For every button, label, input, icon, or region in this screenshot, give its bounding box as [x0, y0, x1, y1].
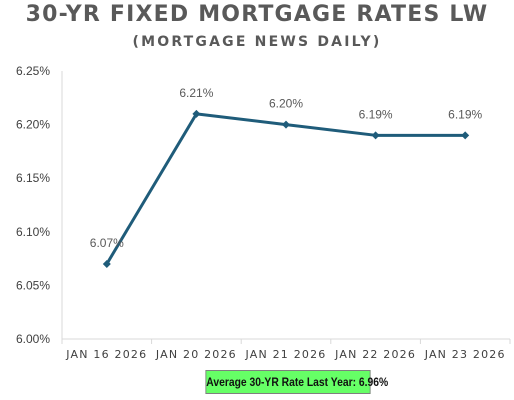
chart-title: 30-YR FIXED MORTGAGE RATES LW	[25, 2, 489, 27]
x-tick-label: JAN 20 2026	[155, 348, 237, 361]
y-tick-label: 6.20%	[16, 118, 50, 132]
data-label: 6.19%	[448, 107, 482, 121]
x-tick-label: JAN 23 2026	[424, 348, 506, 361]
data-point	[192, 109, 201, 118]
x-tick-label: JAN 22 2026	[334, 348, 416, 361]
chart-subtitle: (MORTGAGE NEWS DAILY)	[132, 34, 382, 50]
data-label: 6.07%	[90, 236, 124, 250]
average-rate-badge: Average 30-YR Rate Last Year: 6.96%	[205, 370, 388, 394]
x-tick-label: JAN 21 2026	[245, 348, 327, 361]
data-point	[282, 120, 290, 129]
y-tick-label: 6.00%	[16, 332, 50, 346]
y-tick-label: 6.10%	[16, 225, 50, 239]
series-line	[105, 112, 467, 266]
data-label: 6.20%	[269, 97, 303, 111]
data-point	[461, 131, 470, 140]
y-tick-label: 6.05%	[16, 278, 50, 292]
y-tick-label: 6.25%	[16, 64, 50, 78]
data-label: 6.19%	[359, 107, 393, 121]
data-label: 6.21%	[179, 86, 213, 100]
data-point	[102, 259, 111, 268]
x-tick-label: JAN 16 2026	[65, 348, 147, 361]
y-tick-label: 6.15%	[16, 171, 50, 185]
data-point	[371, 131, 380, 140]
